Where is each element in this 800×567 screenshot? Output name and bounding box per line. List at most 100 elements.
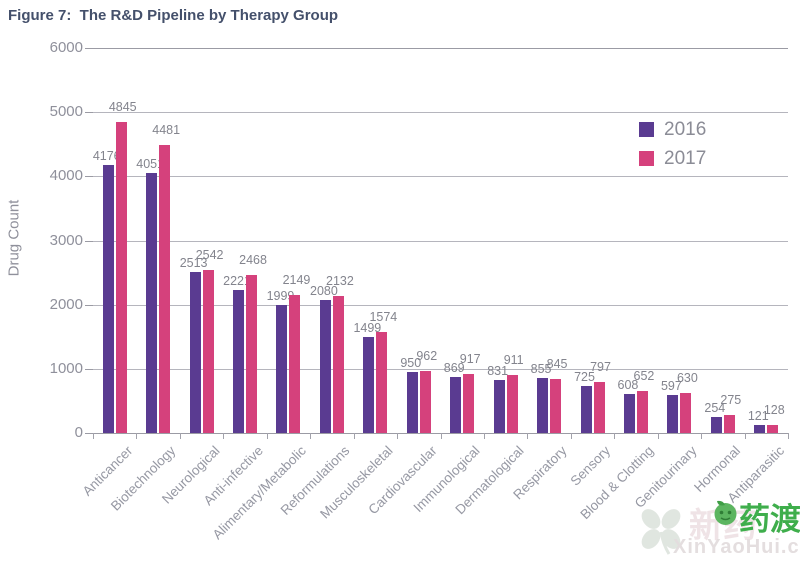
bar-2017-blood-clotting	[636, 391, 648, 433]
x-tick-9	[483, 433, 485, 439]
y-tick-6000	[85, 48, 93, 49]
bar-value-label-2016: 2513	[179, 255, 208, 270]
bar-2017-sensory	[593, 381, 605, 433]
x-tick-12	[614, 433, 616, 439]
bar-value-label-2016: 1499	[353, 320, 382, 335]
bar-value-label-2017: 911	[503, 352, 524, 367]
bar-2016-neurological	[189, 271, 201, 433]
x-tick-0	[93, 433, 94, 439]
x-tick-8	[440, 433, 442, 439]
bar-value-label-2017: 630	[676, 370, 698, 385]
bar-value-label-2017: 4481	[152, 123, 181, 138]
bar-value-label-2016: 2221	[223, 274, 251, 289]
bar-value-label-2017: 4845	[108, 100, 137, 115]
bar-value-label-2017: 275	[720, 393, 742, 408]
figure-title: Figure 7: The R&D Pipeline by Therapy Gr…	[8, 7, 339, 24]
gridline-3000	[93, 240, 788, 242]
gridline-5000	[93, 112, 788, 114]
x-tick-4	[266, 433, 268, 439]
bar-2016-respiratory	[537, 378, 549, 433]
bar-2017-immunological	[463, 374, 475, 433]
bar-value-label-2017: 845	[546, 356, 568, 371]
x-tick-3	[223, 433, 225, 439]
bar-2017-hormonal	[723, 415, 735, 433]
legend-label-2016: 2016	[664, 119, 707, 140]
bar-2017-dermatological	[506, 374, 518, 433]
bar-2017-anti-infective	[246, 274, 258, 433]
bar-value-label-2016: 869	[443, 361, 465, 376]
bar-value-label-2016: 4051	[136, 157, 165, 172]
bar-2017-musculoskeletal	[376, 332, 388, 433]
bar-value-label-2016: 2080	[310, 283, 338, 298]
bar-2017-alimentary-metabolic	[289, 295, 301, 433]
y-tick-5000	[85, 112, 93, 114]
x-tick-11	[570, 433, 572, 439]
x-tick-16	[788, 433, 789, 439]
leaf-badge-icon	[714, 500, 737, 525]
bar-2017-reformulations	[332, 296, 344, 433]
bar-2017-antiparasitic	[767, 424, 779, 433]
bar-value-label-2017: 797	[590, 359, 611, 374]
y-tick-label-3000: 3000	[49, 231, 83, 249]
gridline-4000	[93, 176, 788, 178]
bar-2016-antiparasitic	[754, 425, 766, 433]
bar-value-label-2016: 254	[704, 400, 726, 415]
legend-item-2017: 2017	[639, 149, 706, 168]
legend-swatch-2016	[639, 122, 654, 137]
bar-2016-immunological	[450, 377, 462, 433]
bar-value-label-2017: 652	[633, 369, 655, 384]
x-tick-13	[657, 433, 659, 439]
bar-value-label-2017: 2468	[239, 252, 267, 267]
bar-2017-respiratory	[550, 378, 562, 433]
clover-logo-icon	[641, 509, 681, 555]
y-tick-label-4000: 4000	[49, 167, 83, 185]
y-tick-0	[85, 433, 93, 434]
bar-2016-reformulations	[319, 299, 331, 433]
bar-2017-anticancer	[115, 122, 127, 433]
x-tick-15	[744, 433, 746, 439]
bar-2016-blood-clotting	[623, 393, 635, 433]
legend-swatch-2017	[639, 151, 654, 166]
legend-item-2016: 2016	[639, 120, 706, 139]
y-tick-4000	[85, 176, 93, 178]
bar-value-label-2017: 917	[459, 352, 481, 367]
y-tick-2000	[85, 304, 93, 306]
x-tick-6	[353, 433, 355, 439]
legend: 2016 2017	[639, 120, 706, 168]
bar-2016-sensory	[580, 386, 592, 433]
bar-2016-cardiovascular	[406, 372, 418, 433]
bar-value-label-2016: 950	[400, 356, 422, 371]
y-tick-label-2000: 2000	[49, 295, 83, 313]
bar-2017-biotechnology	[159, 145, 171, 433]
bar-value-label-2016: 4176	[92, 149, 121, 164]
y-tick-label-6000: 6000	[49, 39, 83, 56]
y-tick-label-0: 0	[74, 424, 83, 441]
bar-2016-musculoskeletal	[363, 336, 375, 433]
watermark-brand: 药渡	[739, 502, 800, 537]
y-tick-1000	[85, 368, 93, 370]
bar-2016-genitourinary	[667, 394, 679, 433]
y-tick-label-1000: 1000	[49, 359, 83, 377]
bar-value-label-2017: 962	[416, 349, 438, 364]
gridline-6000	[93, 48, 788, 49]
y-tick-label-5000: 5000	[49, 103, 83, 121]
gridline-1000	[93, 368, 788, 370]
bar-2017-genitourinary	[680, 392, 692, 433]
bar-value-label-2017: 2132	[326, 274, 354, 289]
bar-value-label-2016: 597	[660, 378, 682, 393]
bar-value-label-2016: 1999	[266, 288, 295, 303]
bar-2016-dermatological	[493, 379, 505, 433]
bar-value-label-2016: 121	[747, 409, 769, 424]
gridline-2000	[93, 304, 788, 306]
bar-value-label-2016: 725	[574, 370, 595, 385]
bar-2016-alimentary-metabolic	[276, 304, 288, 433]
watermark-url: XinYaoHui.com	[673, 536, 800, 558]
bar-value-label-2016: 855	[530, 362, 552, 377]
bar-2016-anti-infective	[233, 290, 245, 433]
bar-2016-anticancer	[102, 165, 114, 433]
bar-value-label-2017: 128	[763, 402, 785, 417]
bar-2017-neurological	[202, 269, 214, 433]
bar-value-label-2017: 1574	[369, 310, 398, 324]
